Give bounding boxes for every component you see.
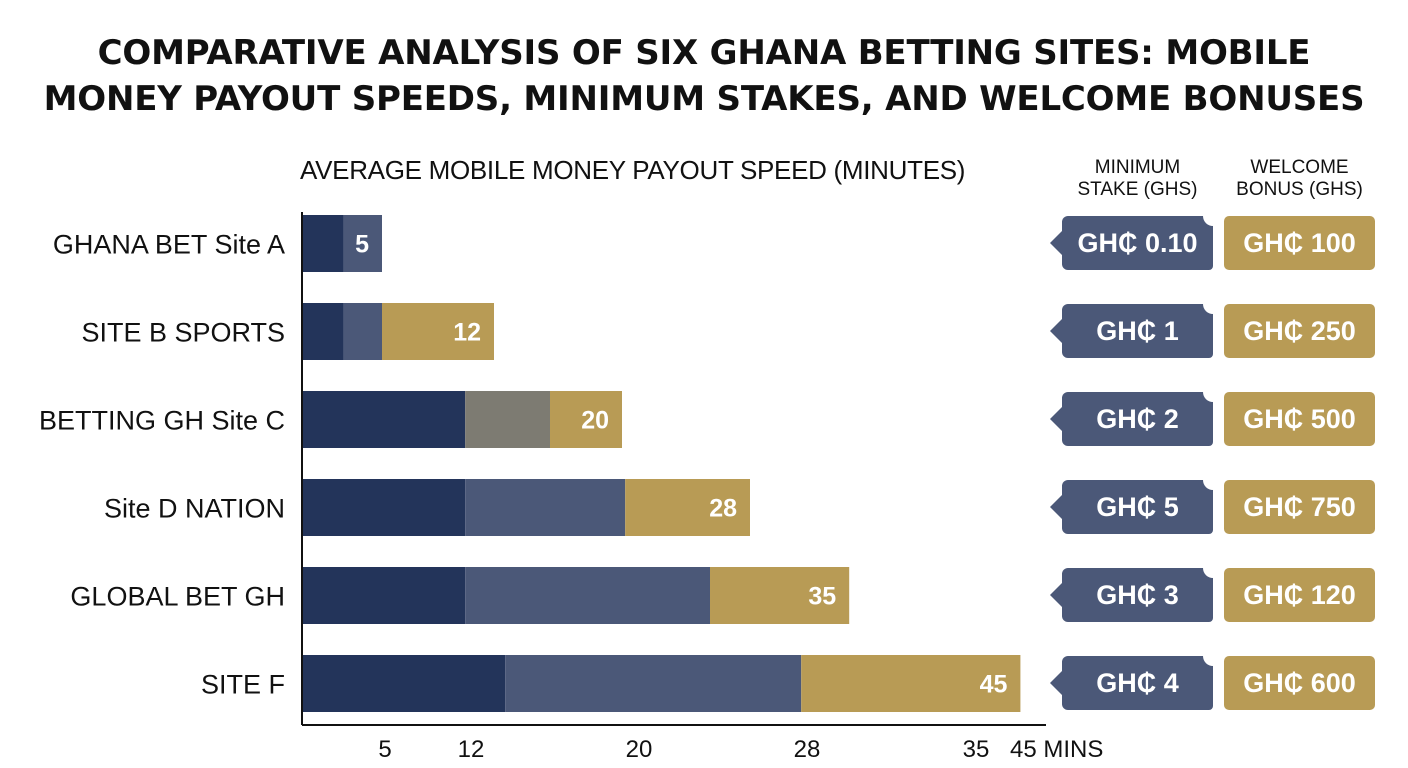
min-stake-header-line-1: MINIMUM [1094, 157, 1181, 178]
welcome-bonus-header-line-1: WELCOME [1250, 157, 1349, 178]
bar-segment [550, 391, 622, 448]
x-tick-label: 12 [458, 736, 485, 763]
bar-segment [302, 303, 344, 360]
category-label: Site D NATION [104, 494, 285, 524]
welcome-bonus-value: GH₵ 100 [1224, 216, 1375, 270]
bar-value-label: 5 [355, 231, 369, 259]
x-tick-label: 5 [378, 736, 391, 763]
bar-segment [343, 303, 382, 360]
bar-segment [625, 479, 750, 536]
bar-segment [505, 655, 802, 712]
bar-segment [302, 655, 506, 712]
bar-segment [302, 391, 466, 448]
bar-segment [343, 215, 382, 272]
welcome-bonus-header-line-2: BONUS (GHS) [1236, 179, 1363, 200]
bar-segment [302, 479, 466, 536]
bar-segment [302, 567, 466, 624]
category-label: SITE F [201, 670, 285, 700]
bar-segment [710, 567, 850, 624]
chart-title: COMPARATIVE ANALYSIS OF SIX GHANA BETTIN… [0, 30, 1408, 122]
x-tick-label: 20 [626, 736, 653, 763]
bar-value-label: 20 [581, 407, 609, 435]
welcome-bonus-header: WELCOME BONUS (GHS) [1224, 157, 1375, 201]
welcome-bonus-value: GH₵ 500 [1224, 392, 1375, 446]
bar-segment [302, 215, 344, 272]
category-label: GHANA BET Site A [53, 230, 285, 260]
welcome-bonus-value: GH₵ 250 [1224, 304, 1375, 358]
min-stake-value: GH₵ 5 [1050, 480, 1213, 534]
bar-value-label: 28 [709, 495, 737, 523]
category-label: SITE B SPORTS [81, 318, 285, 348]
min-stake-header: MINIMUM STAKE (GHS) [1062, 157, 1213, 201]
chart-title-line-2: MONEY PAYOUT SPEEDS, MINIMUM STAKES, AND… [43, 79, 1365, 119]
min-stake-value: GH₵ 4 [1050, 656, 1213, 710]
welcome-bonus-value: GH₵ 600 [1224, 656, 1375, 710]
chart-title-line-1: COMPARATIVE ANALYSIS OF SIX GHANA BETTIN… [97, 33, 1311, 73]
bar-segment [465, 391, 550, 448]
bar-segment [801, 655, 1021, 712]
x-tick-label: 35 [963, 736, 990, 763]
min-stake-value: GH₵ 2 [1050, 392, 1213, 446]
min-stake-value: GH₵ 0.10 [1050, 216, 1213, 270]
bar-segment [382, 303, 494, 360]
category-label: BETTING GH Site C [39, 406, 285, 436]
x-tick-label: 28 [794, 736, 821, 763]
bar-value-label: 45 [980, 671, 1008, 699]
min-stake-value: GH₵ 1 [1050, 304, 1213, 358]
welcome-bonus-value: GH₵ 750 [1224, 480, 1375, 534]
bar-value-label: 35 [808, 583, 836, 611]
x-tick-label: 45 MINS [1010, 736, 1103, 763]
payout-chart-title: AVERAGE MOBILE MONEY PAYOUT SPEED (MINUT… [300, 155, 966, 185]
bar-segment [465, 567, 710, 624]
welcome-bonus-value: GH₵ 120 [1224, 568, 1375, 622]
min-stake-header-line-2: STAKE (GHS) [1077, 179, 1198, 200]
min-stake-value: GH₵ 3 [1050, 568, 1213, 622]
category-label: GLOBAL BET GH [70, 582, 285, 612]
bar-value-label: 12 [453, 319, 481, 347]
bar-segment [465, 479, 626, 536]
